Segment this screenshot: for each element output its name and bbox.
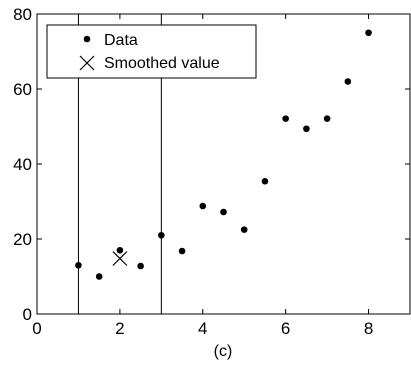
data-point xyxy=(220,208,227,216)
legend: Data Smoothed value xyxy=(46,24,257,79)
data-point xyxy=(199,202,207,210)
y-tick-label: 60 xyxy=(13,80,32,99)
data-point xyxy=(303,125,310,133)
y-tick-label: 0 xyxy=(23,305,32,324)
data-point xyxy=(95,273,103,280)
data-point xyxy=(261,177,269,185)
y-tick-label: 80 xyxy=(13,5,32,24)
data-point xyxy=(282,115,289,122)
data-point xyxy=(158,231,165,239)
legend-box xyxy=(46,24,257,79)
x-tick-label: 0 xyxy=(32,319,41,338)
data-point xyxy=(137,262,144,270)
x-tick-label: 6 xyxy=(281,319,290,338)
data-point xyxy=(365,29,372,37)
data-point xyxy=(75,261,82,269)
data-marks xyxy=(75,29,372,280)
smoothed-value-marker xyxy=(112,251,128,266)
x-axis-label: (c) xyxy=(214,343,233,360)
y-tick-label: 20 xyxy=(13,230,32,249)
x-axis-ticks: 0 2 4 6 8 xyxy=(32,14,373,338)
legend-label-data: Data xyxy=(104,32,138,49)
legend-label-smoothed: Smoothed value xyxy=(104,55,220,72)
data-point xyxy=(344,78,352,85)
data-point xyxy=(323,115,331,122)
legend-dot-marker xyxy=(83,35,91,43)
x-tick-label: 8 xyxy=(364,319,373,338)
y-axis-ticks: 0 20 40 60 80 xyxy=(13,5,410,324)
legend-x-marker xyxy=(79,55,95,71)
data-point xyxy=(178,247,186,255)
data-point xyxy=(240,226,248,233)
x-tick-label: 4 xyxy=(198,319,207,338)
data-point xyxy=(116,246,124,254)
y-tick-label: 40 xyxy=(13,155,32,174)
x-tick-label: 2 xyxy=(115,319,124,338)
